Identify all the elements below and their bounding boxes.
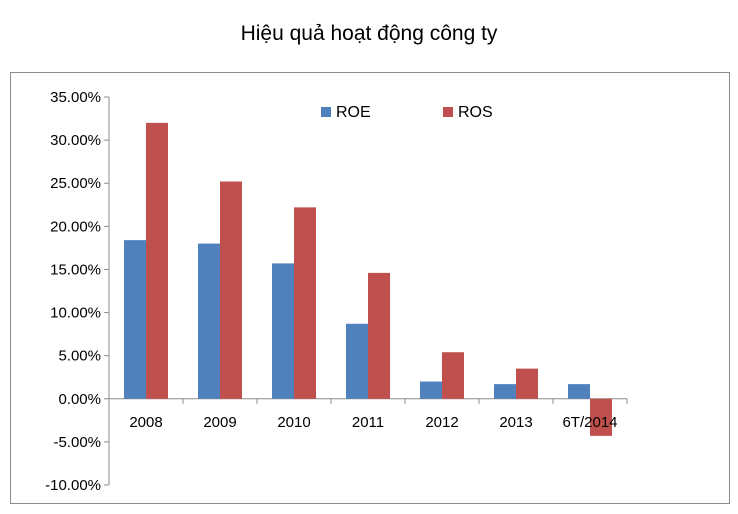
- bars: [124, 122, 612, 436]
- bar-ros-2009: [220, 181, 242, 399]
- bar-ros-6t-2014: [590, 398, 612, 436]
- y-tick-label: 30.00%: [50, 132, 101, 149]
- y-tick-label: 0.00%: [58, 391, 101, 408]
- bar-roe-2012: [420, 381, 442, 399]
- y-tick-labels: 35.00% 30.00% 25.00% 20.00% 15.00% 10.00% 5.00…: [45, 89, 101, 494]
- y-tick-label: 35.00%: [50, 89, 101, 106]
- bar-roe-2009: [198, 243, 220, 399]
- bar-ros-2008: [146, 122, 168, 399]
- y-tick-label: -5.00%: [53, 434, 101, 451]
- legend-swatch-ros: [443, 107, 453, 117]
- y-tick-label: -10.00%: [45, 477, 101, 494]
- legend-swatch-roe: [321, 107, 331, 117]
- plot-area: 2008 2009 2010 2011 2012 2013 6T/2014 35.00% 30…: [45, 89, 628, 494]
- x-tick-label: 2012: [425, 414, 458, 431]
- x-tick-label: 6T/2014: [562, 414, 617, 431]
- x-tick-label: 2009: [203, 414, 236, 431]
- y-tick-label: 20.00%: [50, 218, 101, 235]
- y-tick-label: 10.00%: [50, 305, 101, 322]
- y-tick-label: 15.00%: [50, 261, 101, 278]
- chart-title: Hiệu quả hoạt động công ty: [240, 22, 498, 45]
- bar-roe-2013: [494, 384, 516, 399]
- y-tick-label: 25.00%: [50, 175, 101, 192]
- y-tick-label: 5.00%: [58, 348, 101, 365]
- legend-label-roe: ROE: [336, 104, 371, 121]
- x-tick-label: 2013: [499, 414, 532, 431]
- bar-roe-2011: [346, 323, 368, 399]
- chart-area: 2008 2009 2010 2011 2012 2013 6T/2014 35.00% 30…: [10, 72, 730, 504]
- bar-ros-2011: [368, 272, 390, 399]
- bar-roe-2010: [272, 263, 294, 399]
- x-tick-label: 2008: [129, 414, 162, 431]
- bar-roe-6t-2014: [568, 384, 590, 399]
- bar-roe-2008: [124, 240, 146, 399]
- bar-ros-2013: [516, 368, 538, 399]
- bar-ros-2010: [294, 207, 316, 399]
- legend-label-ros: ROS: [458, 104, 493, 121]
- bar-ros-2012: [442, 352, 464, 399]
- x-tick-labels: 2008 2009 2010 2011 2012 2013 6T/2014: [129, 414, 617, 431]
- legend: ROE ROS: [321, 104, 493, 121]
- x-tick-label: 2011: [352, 414, 384, 431]
- x-tick-label: 2010: [277, 414, 310, 431]
